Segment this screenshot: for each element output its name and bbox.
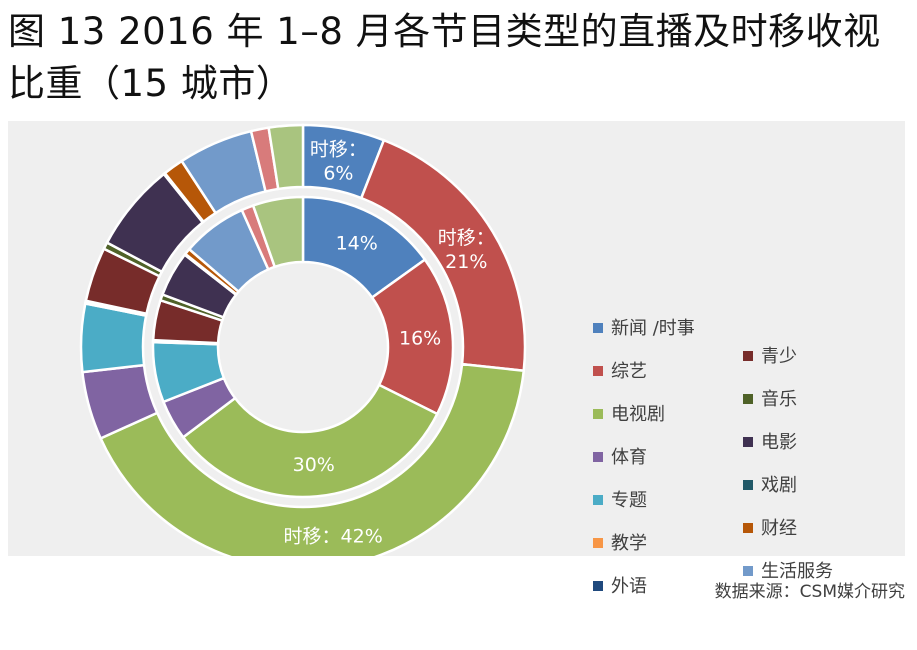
legend-swatch xyxy=(593,408,603,419)
chart-legend: 新闻 /时事 综艺电视剧体育专题教学外语 青少音乐电影戏剧财经生活服务 xyxy=(593,318,893,608)
outer-ring-slice-14 xyxy=(267,123,305,191)
legend-label: 电影 xyxy=(761,432,797,453)
legend-label: 生活服务 xyxy=(761,561,833,582)
legend-label: 财经 xyxy=(761,518,797,539)
legend-label: 戏剧 xyxy=(761,475,797,496)
legend-label: 体育 xyxy=(611,447,647,468)
legend-swatch xyxy=(593,451,603,462)
outer-ring-label-1: 时移： 21% xyxy=(438,227,495,273)
donut-chart: 14% 16% 30% 时移： 6% 时移： 21% 时移：42% xyxy=(79,123,527,556)
legend-label: 新闻 /时事 xyxy=(611,318,695,339)
legend-item: 音乐 xyxy=(743,389,797,411)
legend-item: 综艺 xyxy=(593,361,647,383)
legend-swatch xyxy=(593,537,603,548)
legend-swatch xyxy=(743,522,753,533)
legend-label: 教学 xyxy=(611,533,647,554)
legend-item: 专题 xyxy=(593,490,647,512)
chart-title-line1: 图 13 2016 年 1–8 月各节目类型的直播及时移收视 xyxy=(8,10,881,53)
legend-swatch xyxy=(593,365,603,376)
legend-item: 新闻 /时事 xyxy=(593,318,695,340)
legend-label: 音乐 xyxy=(761,389,797,410)
legend-item: 生活服务 xyxy=(743,561,833,583)
inner-ring-slice-14 xyxy=(251,195,305,269)
inner-ring-slice-2 xyxy=(181,383,439,499)
chart-title-line2: 比重（15 城市） xyxy=(8,62,294,105)
chart-panel: 14% 16% 30% 时移： 6% 时移： 21% 时移：42% 新闻 /时事 综艺电视剧体育… xyxy=(8,121,905,597)
legend-label: 青少 xyxy=(761,346,797,367)
legend-label: 电视剧 xyxy=(611,404,665,425)
legend-item: 教学 xyxy=(593,533,647,555)
legend-swatch xyxy=(593,494,603,505)
legend-swatch xyxy=(743,565,753,576)
legend-item: 体育 xyxy=(593,447,647,469)
legend-item: 青少 xyxy=(743,346,797,368)
legend-item: 财经 xyxy=(743,518,797,540)
inner-ring-label-0: 14% xyxy=(336,232,378,254)
outer-ring-label-2: 时移：42% xyxy=(284,526,383,548)
outer-ring-label-0: 时移： 6% xyxy=(310,138,367,184)
legend-swatch xyxy=(743,350,753,361)
legend-swatch xyxy=(743,393,753,404)
legend-swatch xyxy=(593,322,603,333)
chart-title: 图 13 2016 年 1–8 月各节目类型的直播及时移收视 比重（15 城市） xyxy=(8,6,908,110)
legend-label: 专题 xyxy=(611,490,647,511)
legend-item: 戏剧 xyxy=(743,475,797,497)
legend-item: 电影 xyxy=(743,432,797,454)
legend-swatch xyxy=(743,436,753,447)
legend-item: 电视剧 xyxy=(593,404,665,426)
legend-label: 外语 xyxy=(611,576,647,597)
legend-swatch xyxy=(743,479,753,490)
inner-ring-label-1: 16% xyxy=(399,328,441,350)
data-source-note: 数据来源：CSM媒介研究 xyxy=(714,582,905,602)
legend-swatch xyxy=(593,580,603,591)
legend-item: 外语 xyxy=(593,576,647,598)
inner-ring-label-2: 30% xyxy=(293,454,335,476)
legend-label: 综艺 xyxy=(611,361,647,382)
outer-ring-slice-2 xyxy=(99,362,526,556)
